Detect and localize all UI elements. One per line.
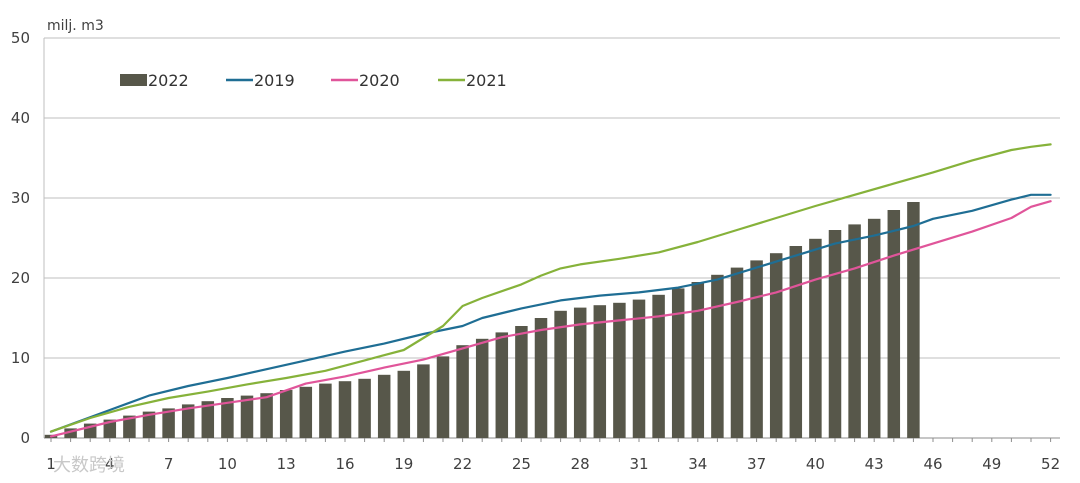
bar-2022-week-5 <box>123 415 136 438</box>
legend-item-2019: 2019 <box>226 71 295 90</box>
x-tick-label: 37 <box>747 455 766 473</box>
bar-2022-week-10 <box>221 398 234 438</box>
line-2019 <box>49 193 1052 433</box>
legend-item-2021: 2021 <box>438 71 507 90</box>
bar-2022-week-4 <box>103 419 117 438</box>
bar-2022-week-34 <box>691 282 705 438</box>
y-axis-unit-label: milj. m3 <box>47 18 104 34</box>
bar-2022-week-42 <box>848 224 861 438</box>
bar-2022-week-43 <box>867 218 881 438</box>
bar-2022-week-16 <box>338 381 352 438</box>
x-axis: 1 4 7 10 13 16 19 22 25 28 31 34 37 40 43 46 49 52 <box>44 437 1060 473</box>
x-tick-label: 10 <box>218 455 237 473</box>
x-tick-label: 4 <box>105 455 115 473</box>
bar-2022-week-31 <box>632 299 646 438</box>
bar-2022-week-19 <box>397 370 411 438</box>
x-tick-label: 34 <box>688 455 707 473</box>
line-series <box>49 143 1052 438</box>
legend-item-2020: 2020 <box>331 71 400 90</box>
bar-2022-week-20 <box>417 364 430 438</box>
x-tick-label: 16 <box>335 455 354 473</box>
bar-2022-week-18 <box>377 374 391 438</box>
x-tick-label: 43 <box>865 455 884 473</box>
y-tick-label: 30 <box>11 189 30 207</box>
line-2020 <box>49 200 1052 438</box>
legend-label-2020: 2020 <box>359 71 400 90</box>
legend-item-2022: 2022 <box>120 71 189 90</box>
y-tick-label: 40 <box>11 109 30 127</box>
x-tick-label: 49 <box>982 455 1001 473</box>
bar-2022-week-11 <box>240 395 254 438</box>
bar-2022-week-6 <box>142 411 156 438</box>
bar-2022-week-33 <box>671 288 685 438</box>
bar-2022-week-23 <box>475 338 489 438</box>
y-tick-label: 10 <box>11 349 30 367</box>
bar-2022-week-17 <box>358 378 371 438</box>
bar-2022-week-37 <box>750 260 763 438</box>
bar-2022-week-27 <box>554 310 567 438</box>
bar-series <box>44 202 920 438</box>
y-tick-label: 20 <box>11 269 30 287</box>
legend-label-2019: 2019 <box>254 71 295 90</box>
x-tick-label: 52 <box>1041 455 1060 473</box>
bar-2022-week-44 <box>887 210 901 438</box>
legend-label-2021: 2021 <box>466 71 507 90</box>
bar-2022-week-15 <box>319 383 332 438</box>
bar-2022-week-2 <box>64 428 77 438</box>
bar-2022-week-12 <box>260 393 273 438</box>
x-tick-label: 22 <box>453 455 472 473</box>
bar-2022-week-45 <box>907 202 920 438</box>
line-2021 <box>49 143 1052 433</box>
y-tick-label: 0 <box>20 429 30 447</box>
bar-2022-week-9 <box>201 401 215 438</box>
bar-2022-week-32 <box>652 294 665 438</box>
y-tick-label: 50 <box>11 29 30 47</box>
bar-2022-week-28 <box>573 307 587 438</box>
bar-2022-week-35 <box>711 274 724 438</box>
bar-2022-week-21 <box>436 356 450 438</box>
x-tick-label: 19 <box>394 455 413 473</box>
bar-2022-week-29 <box>593 305 607 438</box>
x-tick-label: 40 <box>806 455 825 473</box>
bar-2022-week-13 <box>279 390 293 438</box>
bar-2022-week-41 <box>828 230 842 438</box>
x-tick-label: 25 <box>512 455 531 473</box>
bar-2022-week-22 <box>456 345 469 438</box>
bar-2022-week-26 <box>534 318 548 438</box>
legend-swatch-2022 <box>120 74 147 86</box>
bar-2022-week-25 <box>515 326 528 438</box>
bar-2022-week-14 <box>299 386 313 438</box>
bar-2022-week-38 <box>769 253 783 438</box>
bar-2022-week-40 <box>809 238 822 438</box>
bar-2022-week-30 <box>613 302 626 438</box>
bar-2022-week-36 <box>730 267 744 438</box>
x-tick-label: 7 <box>164 455 174 473</box>
x-tick-label: 46 <box>923 455 942 473</box>
y-axis: 0 10 20 30 40 50 <box>11 29 45 447</box>
bar-2022-week-39 <box>789 246 803 438</box>
x-tick-label: 13 <box>277 455 296 473</box>
bar-2022-week-7 <box>162 408 175 438</box>
bar-2022-week-8 <box>181 404 195 438</box>
x-tick-label: 28 <box>571 455 590 473</box>
bar-2022-week-24 <box>495 332 509 438</box>
legend-label-2022: 2022 <box>148 71 189 90</box>
x-tick-label: 1 <box>46 455 56 473</box>
watermark-text: 大数跨境 <box>53 455 125 476</box>
legend: 2022 2019 2020 2021 <box>120 71 507 90</box>
x-tick-label: 31 <box>629 455 648 473</box>
